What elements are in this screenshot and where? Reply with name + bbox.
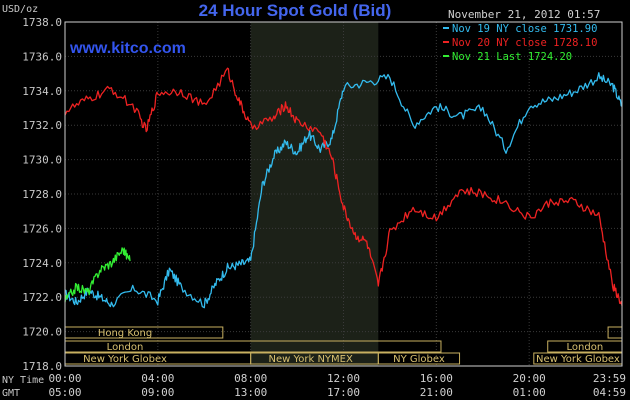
watermark-url: www.kitco.com bbox=[69, 40, 186, 57]
x-tick-label-ny: 20:00 bbox=[513, 372, 546, 385]
x-tick-label-gmt: 13:00 bbox=[234, 386, 267, 399]
session-label: London bbox=[107, 342, 144, 353]
y-tick-label: 1738.0 bbox=[22, 16, 62, 29]
x-tick-label-ny: 08:00 bbox=[234, 372, 267, 385]
x-tick-label-gmt: 05:00 bbox=[48, 386, 81, 399]
chart-date: November 21, 2012 01:57 bbox=[448, 8, 600, 21]
y-tick-label: 1732.0 bbox=[22, 119, 62, 132]
y-tick-label: 1734.0 bbox=[22, 85, 62, 98]
x-tick-label-gmt: 09:00 bbox=[141, 386, 174, 399]
x-tick-label-gmt: 04:59 bbox=[593, 386, 626, 399]
y-tick-label: 1720.0 bbox=[22, 326, 62, 339]
x-axis-gmt-label: GMT bbox=[2, 388, 20, 399]
session-label: New York Globex bbox=[536, 354, 620, 365]
x-tick-label-ny: 16:00 bbox=[420, 372, 453, 385]
y-axis-unit: USD/oz bbox=[2, 4, 38, 15]
x-tick-label-ny: 04:00 bbox=[141, 372, 174, 385]
x-tick-label-ny: 23:59 bbox=[593, 372, 626, 385]
series-line bbox=[64, 67, 623, 306]
y-tick-label: 1724.0 bbox=[22, 257, 62, 270]
y-tick-label: 1736.0 bbox=[22, 50, 62, 63]
series-line bbox=[64, 72, 623, 309]
legend-entry: Nov 20 NY close 1728.10 bbox=[452, 37, 597, 49]
y-tick-label: 1718.0 bbox=[22, 360, 62, 373]
session-label: New York NYMEX bbox=[268, 354, 353, 365]
x-tick-label-ny: 00:00 bbox=[48, 372, 81, 385]
x-tick-label-gmt: 21:00 bbox=[420, 386, 453, 399]
y-tick-label: 1728.0 bbox=[22, 188, 62, 201]
session-label: New York Globex bbox=[83, 354, 167, 365]
session-bar bbox=[377, 352, 461, 365]
chart-title: 24 Hour Spot Gold (Bid) bbox=[199, 1, 392, 20]
y-tick-label: 1726.0 bbox=[22, 222, 62, 235]
session-label: Hong Kong bbox=[98, 328, 152, 339]
x-tick-label-gmt: 01:00 bbox=[513, 386, 546, 399]
legend-entry: Nov 19 NY close 1731.90 bbox=[452, 23, 597, 35]
x-tick-label-ny: 12:00 bbox=[327, 372, 360, 385]
y-tick-label: 1730.0 bbox=[22, 154, 62, 167]
session-label: London bbox=[567, 342, 604, 353]
plot-border bbox=[64, 21, 623, 367]
session-label: NY Globex bbox=[393, 354, 445, 365]
legend-entry: Nov 21 Last 1724.20 bbox=[452, 51, 572, 63]
series-line bbox=[64, 247, 131, 303]
x-tick-label-gmt: 17:00 bbox=[327, 386, 360, 399]
x-axis-ny-time-label: NY Time bbox=[2, 375, 44, 386]
y-tick-label: 1722.0 bbox=[22, 291, 62, 304]
